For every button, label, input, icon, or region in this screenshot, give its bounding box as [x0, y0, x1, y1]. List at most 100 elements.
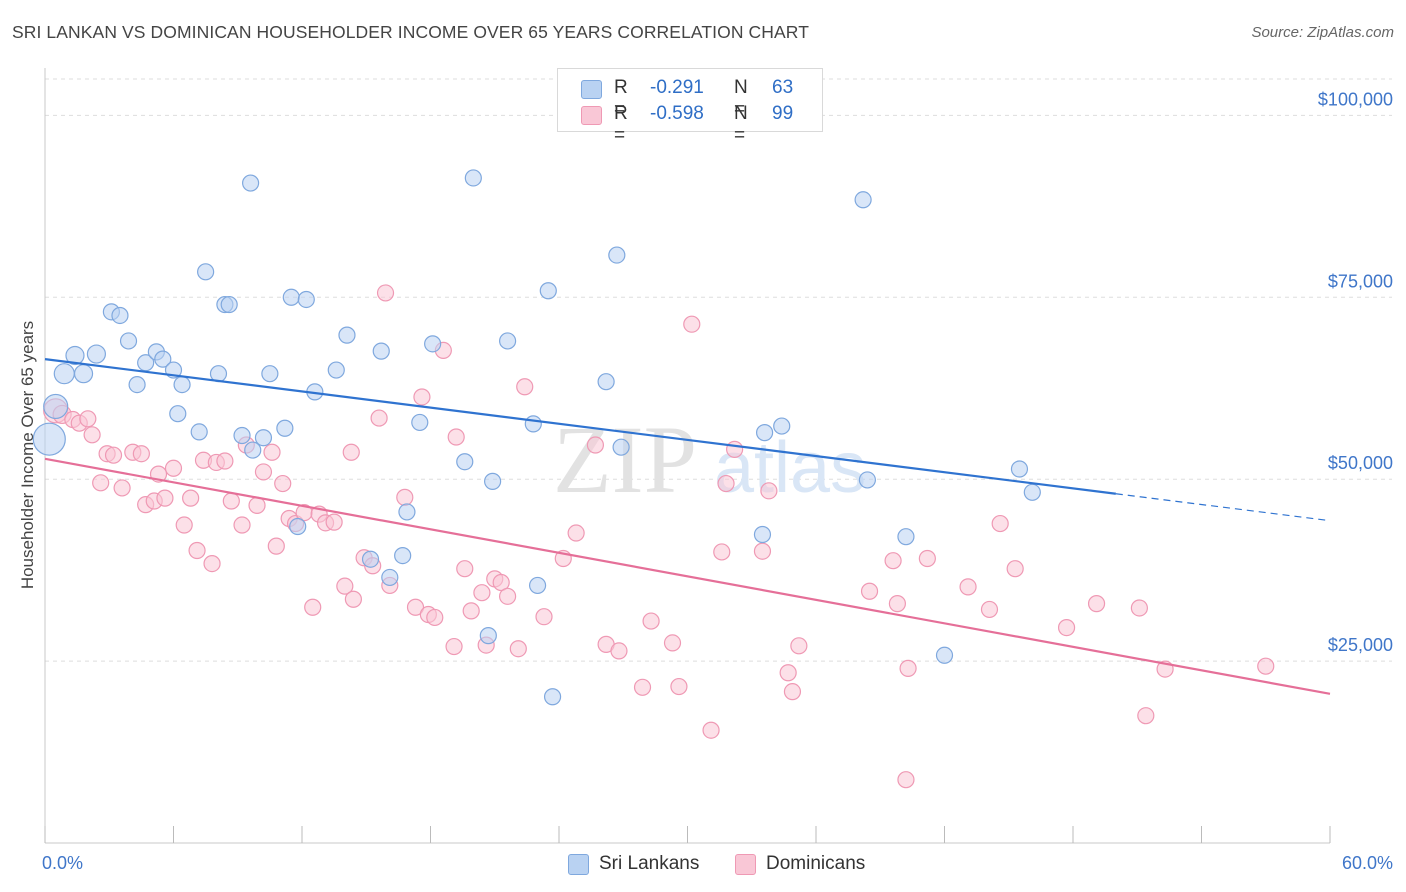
y-tick-label: $25,000: [1328, 635, 1393, 655]
legend-n-value: 63: [772, 77, 794, 98]
sri-lankan-point: [173, 376, 191, 394]
legend-n-label: N =: [734, 103, 748, 146]
dominican-point: [1137, 707, 1155, 725]
dominican-point: [233, 516, 251, 534]
dominican-point: [779, 664, 797, 682]
legend-n-value: 99: [772, 103, 794, 124]
sri-lankan-point: [456, 453, 474, 471]
sri-lankan-point: [897, 528, 915, 546]
sri-lankan-point: [220, 295, 238, 314]
legend-n-label: N =: [734, 77, 748, 120]
dominican-point: [663, 634, 682, 652]
dominican-point: [670, 677, 688, 696]
sri-lankan-point: [190, 423, 208, 441]
dominicans-trend-line: [44, 457, 1331, 695]
dominican-point: [182, 489, 200, 507]
sri-lankan-point: [424, 335, 442, 353]
sri-lankan-point: [394, 546, 412, 565]
sri-lankan-point: [543, 688, 562, 706]
dominican-point: [753, 542, 772, 560]
dominican-point: [396, 488, 414, 506]
tick-labels: $25,000 $50,000 $75,000 $100,000 0.0% 60.0%: [42, 89, 1393, 873]
sri-lankans-trend-line: [44, 358, 1116, 495]
bottom-legend-swatch-pink: [735, 854, 756, 875]
sri-lankan-point: [32, 422, 66, 456]
sri-lankan-point: [73, 364, 94, 384]
sri-lankan-point: [119, 332, 138, 350]
correlation-legend: R = -0.291 N = 63 R = -0.598 N = 99: [557, 68, 823, 146]
dominican-point: [456, 560, 474, 578]
sri-lankan-point: [169, 405, 187, 423]
dominican-point: [248, 496, 266, 514]
dominican-point: [610, 642, 628, 660]
sri-lankan-point: [197, 263, 215, 281]
dominican-point: [175, 516, 193, 534]
watermark-atlas: atlas: [714, 428, 866, 508]
sri-lankans-trend-extension: [1115, 493, 1331, 522]
legend-r-value: -0.598: [650, 103, 704, 124]
dominican-point: [888, 595, 906, 613]
dominican-point: [1006, 560, 1024, 578]
dominican-point: [274, 474, 292, 493]
dominican-point: [1257, 657, 1275, 675]
dominican-point: [790, 637, 808, 655]
sri-lankan-point: [608, 246, 626, 264]
dominican-point: [447, 428, 465, 446]
sri-lankan-point: [244, 441, 262, 459]
dominican-point: [462, 602, 480, 620]
legend-r-label: R =: [614, 77, 628, 120]
sri-lankan-point: [297, 290, 315, 309]
dominicans-points: [43, 284, 1275, 789]
sri-lankan-point: [233, 426, 251, 445]
dominican-point: [413, 388, 431, 406]
dominican-point: [1087, 595, 1106, 613]
dominican-point: [959, 578, 977, 596]
sri-lankan-point: [53, 363, 75, 385]
dominican-point: [884, 552, 902, 570]
sri-lankan-point: [282, 288, 300, 306]
dominican-point: [535, 608, 553, 626]
bottom-legend-label: Sri Lankans: [599, 853, 700, 874]
legend-r-label: R =: [614, 103, 628, 146]
bottom-legend-swatch-blue: [568, 854, 589, 875]
dominican-point: [702, 721, 720, 739]
dominican-point: [406, 598, 425, 616]
dominican-point: [516, 378, 534, 396]
legend-swatch-blue: [581, 80, 602, 99]
sri-lankan-point: [464, 169, 482, 187]
dominican-point: [633, 678, 652, 696]
dominican-point: [188, 541, 206, 560]
dominican-point: [783, 683, 802, 701]
y-tick-label: $100,000: [1318, 89, 1393, 109]
dominican-point: [222, 492, 240, 510]
dominican-point: [92, 474, 110, 492]
dominican-point: [1130, 599, 1148, 617]
sri-lankan-point: [479, 627, 497, 645]
dominican-point: [509, 640, 527, 658]
dominican-point: [918, 549, 936, 568]
dominican-point: [567, 524, 585, 542]
sri-lankan-point: [773, 417, 791, 435]
sri-lankan-point: [254, 429, 273, 447]
dominican-point: [203, 554, 221, 573]
dominican-point: [254, 463, 273, 481]
watermark: ZIP atlas: [553, 406, 866, 513]
sri-lankan-point: [154, 350, 172, 368]
dominican-point: [683, 315, 701, 333]
y-axis-label: Householder Income Over 65 years: [18, 321, 37, 589]
dominican-point: [492, 573, 510, 592]
sri-lankan-point: [128, 376, 146, 394]
dominican-point: [304, 598, 322, 616]
sri-lankan-point: [612, 438, 630, 456]
legend-r-value: -0.291: [650, 77, 704, 98]
y-tick-label: $50,000: [1328, 453, 1393, 473]
dominican-point: [899, 659, 917, 677]
sri-lankan-point: [755, 424, 774, 442]
dominican-point: [113, 479, 131, 497]
dominican-point: [104, 446, 123, 464]
dominican-point: [1057, 619, 1076, 637]
dominican-point: [79, 410, 97, 428]
sri-lankan-point: [276, 419, 294, 437]
sri-lankan-point: [858, 471, 877, 489]
